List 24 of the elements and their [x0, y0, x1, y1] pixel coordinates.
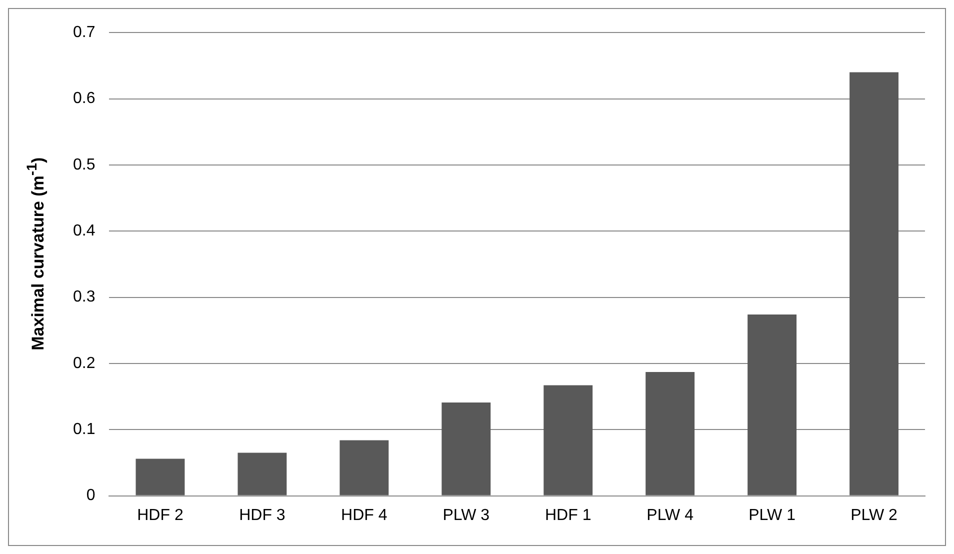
- y-tick-label: 0.5: [72, 156, 96, 174]
- bar: [442, 402, 491, 496]
- y-tick-label: 0: [86, 487, 96, 504]
- y-tick-label: 0.7: [72, 24, 96, 42]
- y-tick-label: 0.1: [72, 421, 96, 438]
- x-tick-label: PLW 3: [442, 506, 490, 524]
- x-tick-label: HDF 4: [341, 506, 388, 524]
- bar: [850, 72, 898, 496]
- y-tick-label: 0.2: [72, 354, 96, 372]
- y-tick-label: 0.6: [72, 90, 96, 108]
- x-tick-label: PLW 1: [748, 506, 796, 524]
- bar: [136, 458, 185, 496]
- y-tick-label: 0.4: [72, 222, 96, 240]
- x-tick-label: HDF 2: [137, 506, 184, 524]
- bar: [340, 440, 389, 496]
- x-tick-label: HDF 1: [544, 506, 592, 524]
- bar: [544, 385, 593, 496]
- bar: [238, 452, 287, 496]
- x-tick-label: PLW 2: [850, 506, 898, 524]
- y-tick-label: 0.3: [72, 288, 96, 306]
- x-tick-label: PLW 4: [646, 506, 694, 524]
- x-tick-label: HDF 3: [239, 506, 286, 524]
- bar: [748, 314, 797, 496]
- bar: [646, 372, 695, 496]
